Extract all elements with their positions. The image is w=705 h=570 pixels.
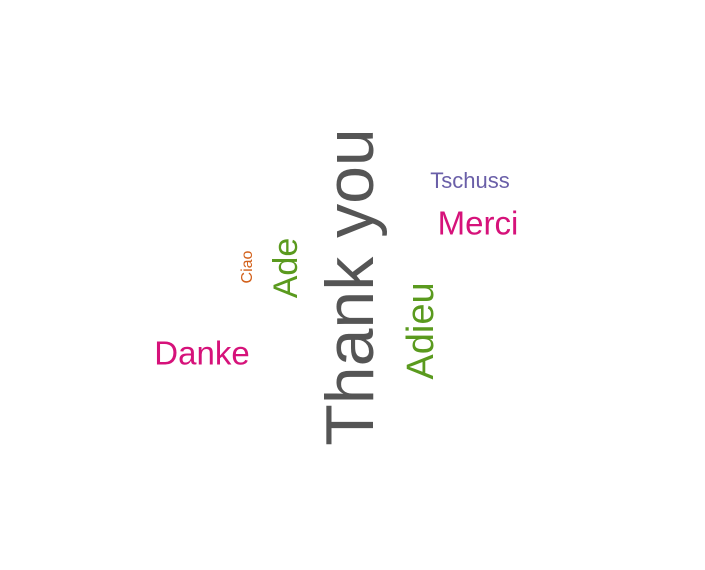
word-ade: Ade bbox=[267, 237, 305, 299]
word-thank-you: Thank you bbox=[312, 128, 388, 446]
word-danke: Danke bbox=[154, 334, 250, 372]
word-tschuss: Tschuss bbox=[430, 168, 510, 193]
word-merci: Merci bbox=[437, 204, 519, 242]
word-ciao: Ciao bbox=[239, 250, 256, 284]
word-adieu: Adieu bbox=[400, 282, 442, 380]
